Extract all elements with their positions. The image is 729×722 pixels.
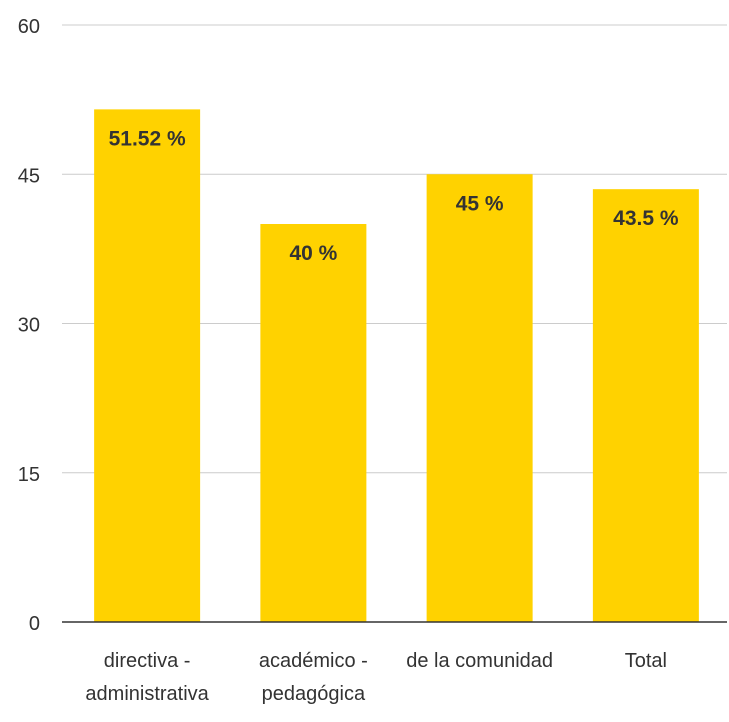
- y-tick-label-30: 30: [18, 315, 40, 337]
- bar-layer: [94, 109, 699, 623]
- x-category-label-4-line-1: Total: [625, 650, 667, 672]
- data-label-2: 40 %: [289, 242, 337, 265]
- y-tick-label-15: 15: [18, 464, 40, 486]
- y-tick-label-0: 0: [29, 613, 40, 635]
- bar-3[interactable]: [426, 174, 533, 622]
- data-label-4: 43.5 %: [613, 207, 679, 230]
- y-tick-label-45: 45: [18, 165, 40, 187]
- bar-2[interactable]: [260, 224, 367, 622]
- bar-4[interactable]: [592, 189, 699, 623]
- x-category-label-1-line-1: directiva -: [104, 650, 191, 672]
- x-category-label-3-line-1: de la comunidad: [406, 650, 553, 672]
- label-layer: 0 15 30 45 60 51.52 % directiva - administrativ…: [18, 16, 679, 705]
- x-category-label-2-line-2: pedagógica: [262, 683, 366, 705]
- y-tick-label-60: 60: [18, 16, 40, 38]
- data-label-1: 51.52 %: [109, 127, 186, 150]
- x-category-label-2-line-1: académico -: [259, 650, 368, 672]
- data-label-3: 45 %: [456, 192, 504, 215]
- x-category-label-1-line-2: administrativa: [85, 683, 209, 705]
- bar-1[interactable]: [94, 109, 201, 623]
